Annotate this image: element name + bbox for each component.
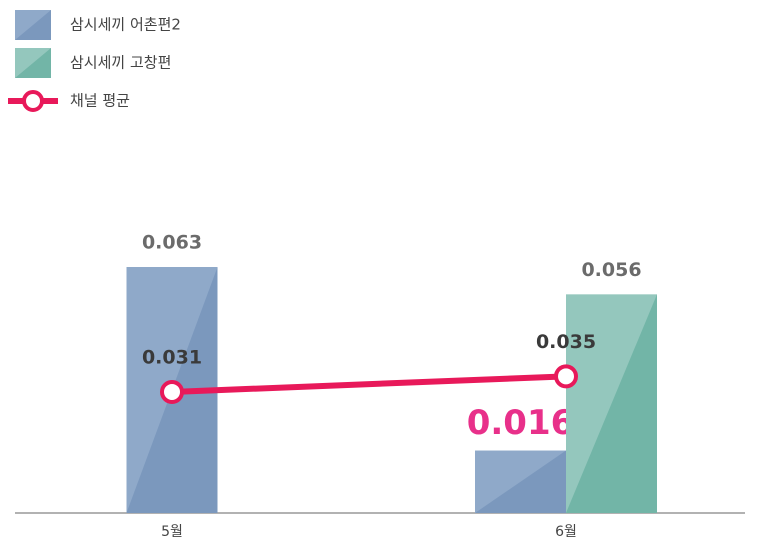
legend-point	[22, 90, 44, 112]
legend-label: 채널 평균	[70, 92, 130, 110]
legend-shade	[15, 48, 51, 78]
value-label: 0.016	[467, 403, 575, 443]
bar-shade	[475, 450, 566, 513]
x-tick-label: 6월	[555, 524, 577, 540]
value-label: 0.063	[142, 232, 202, 254]
line-value-label: 0.031	[142, 346, 202, 368]
line-value-label: 0.035	[536, 331, 596, 353]
value-label: 0.056	[581, 259, 641, 281]
line-point	[554, 364, 578, 389]
x-tick-label: 5월	[161, 524, 183, 540]
bar-shade	[566, 294, 657, 513]
legend-shade	[15, 10, 51, 40]
legend-label: 삼시세끼 어촌편2	[70, 16, 181, 34]
line	[171, 373, 567, 395]
line-point	[160, 379, 184, 404]
legend-label: 삼시세끼 고창편	[70, 54, 171, 72]
